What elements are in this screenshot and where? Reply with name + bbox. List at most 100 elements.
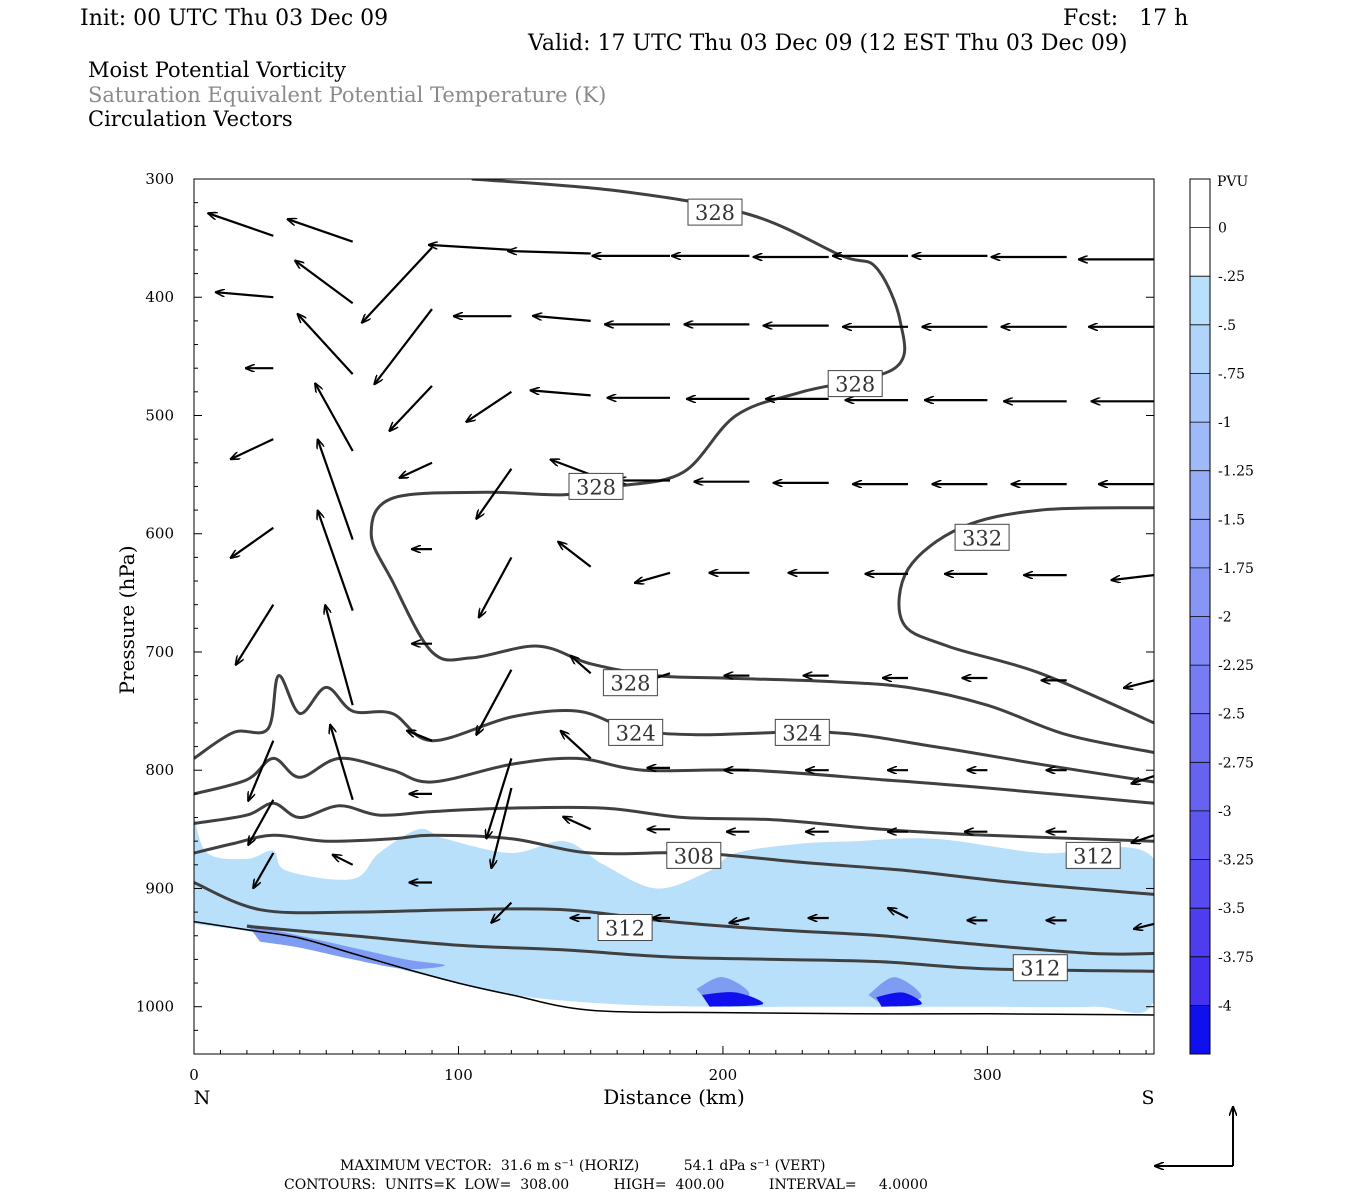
terrain-surface	[194, 920, 1154, 1016]
pv-region-5	[876, 992, 922, 1007]
vector-arrow	[561, 731, 592, 760]
colorbar-swatch	[1190, 276, 1210, 326]
y-tick-label: 300	[145, 170, 174, 188]
contour-label-box	[827, 370, 883, 398]
vector-arrow	[208, 213, 274, 237]
vector-arrow	[558, 542, 592, 568]
x-tick-label: 200	[709, 1066, 738, 1084]
colorbar-swatch	[1190, 616, 1210, 666]
vector-arrow	[400, 461, 433, 478]
colorbar-label: -2	[1218, 610, 1232, 626]
colorbar-label: -3	[1218, 804, 1232, 820]
colorbar-swatch	[1190, 422, 1210, 472]
theta-e-contours	[194, 179, 1154, 973]
colorbar-unit: PVU	[1217, 174, 1249, 190]
vector-arrow	[491, 787, 513, 868]
contour-label-box	[1012, 954, 1068, 982]
colorbar-label: -3.75	[1218, 950, 1254, 966]
vector-arrow	[1134, 922, 1155, 929]
colorbar-label: -1.5	[1218, 512, 1245, 528]
colorbar-swatch	[1190, 324, 1210, 374]
y-axis-ticks: 300 400 500 600 700 800 900 1000	[136, 170, 1154, 1031]
colorbar-swatch	[1190, 810, 1210, 861]
vector-arrow	[635, 571, 671, 583]
contour-label: 332	[962, 526, 1002, 550]
vector-arrow	[563, 817, 592, 831]
vector-arrow	[248, 799, 275, 845]
x-axis-label: Distance (km)	[603, 1085, 745, 1109]
colorbar-swatch	[1190, 956, 1210, 1006]
vector-arrow	[318, 511, 354, 611]
vector-arrow	[362, 246, 433, 323]
colorbar-swatch	[1190, 713, 1210, 763]
vector-arrow	[508, 251, 591, 254]
x-axis-ticks: 0 100 200 300	[189, 1046, 1147, 1084]
vector-arrow	[231, 438, 274, 459]
y-tick-label: 900	[145, 879, 174, 897]
vector-arrow	[231, 526, 274, 558]
contour-label-box	[774, 718, 830, 746]
vector-arrow	[216, 292, 274, 299]
x-tick-label: 100	[444, 1066, 473, 1084]
contour-label-box	[602, 669, 658, 697]
contour-label: 324	[782, 721, 822, 745]
colorbar-label: -2.25	[1218, 658, 1254, 674]
theta-e-contour-308	[246, 924, 1154, 973]
contour-label: 312	[1020, 957, 1060, 981]
contour-label-box	[597, 914, 653, 941]
contour-label: 328	[695, 201, 735, 225]
vector-arrow	[533, 316, 591, 322]
colorbar-label: -.25	[1218, 269, 1245, 285]
vector-arrow	[729, 916, 750, 923]
contour-label: 308	[674, 844, 714, 868]
vector-arrow	[1112, 574, 1155, 580]
vector-arrow	[476, 468, 513, 519]
contour-info: CONTOURS: UNITS=K LOW= 308.00 HIGH= 400.…	[284, 1177, 928, 1193]
colorbar-label: -1.25	[1218, 464, 1254, 480]
end-label-right: S	[1141, 1087, 1154, 1109]
init-time: Init: 00 UTC Thu 03 Dec 09	[80, 6, 389, 31]
colorbar-label: -2.75	[1218, 755, 1254, 771]
contour-label: 328	[610, 672, 650, 696]
field-title-mpv: Moist Potential Vorticity	[88, 58, 346, 82]
vector-arrow	[236, 604, 275, 665]
colorbar-swatch	[1190, 470, 1210, 520]
colorbar-swatch	[1190, 859, 1210, 909]
vector-arrow	[486, 758, 513, 838]
terrain-line	[194, 920, 1154, 1016]
plot-frame	[193, 178, 1155, 1055]
vector-arrow	[298, 314, 354, 375]
colorbar-label: -3.25	[1218, 853, 1254, 869]
end-label-left: N	[194, 1087, 211, 1109]
vector-arrow	[318, 440, 354, 540]
contour-label: 324	[616, 721, 656, 745]
pv-region-1	[246, 923, 446, 970]
y-axis-label: Pressure (hPa)	[115, 546, 139, 695]
colorbar: 0 -.25 -.5 -.75 -1 -1.25 -1.5 -1.75 -2 -2.25 -2.5 -…	[1189, 178, 1254, 1055]
contour-labels: 328 328 328 332 328 324 324 308 312 312 312	[568, 198, 1121, 982]
vector-arrow	[375, 308, 433, 384]
colorbar-label: -.5	[1218, 318, 1236, 334]
contour-label-box	[666, 841, 722, 869]
vector-arrow	[1124, 679, 1155, 688]
x-tick-label: 0	[189, 1066, 199, 1084]
forecast-hour: Fcst: 17 h	[1063, 6, 1189, 31]
y-tick-label: 1000	[136, 998, 174, 1016]
vector-arrow	[248, 740, 275, 801]
contour-label-box	[568, 472, 624, 500]
vector-arrow	[253, 852, 275, 888]
colorbar-label: -1	[1218, 415, 1232, 431]
vector-arrow	[476, 669, 513, 735]
vector-arrow	[466, 390, 513, 422]
colorbar-label: -2.5	[1218, 707, 1245, 723]
vector-arrow	[491, 901, 513, 923]
theta-e-contour-316	[194, 801, 1154, 843]
y-tick-label: 500	[145, 406, 174, 424]
circulation-vectors	[208, 213, 1155, 929]
colorbar-swatch	[1190, 373, 1210, 423]
contour-label: 312	[1073, 844, 1113, 868]
theta-e-contour-328	[369, 179, 1154, 754]
field-title-vectors: Circulation Vectors	[88, 107, 293, 131]
vector-arrow	[479, 556, 513, 617]
